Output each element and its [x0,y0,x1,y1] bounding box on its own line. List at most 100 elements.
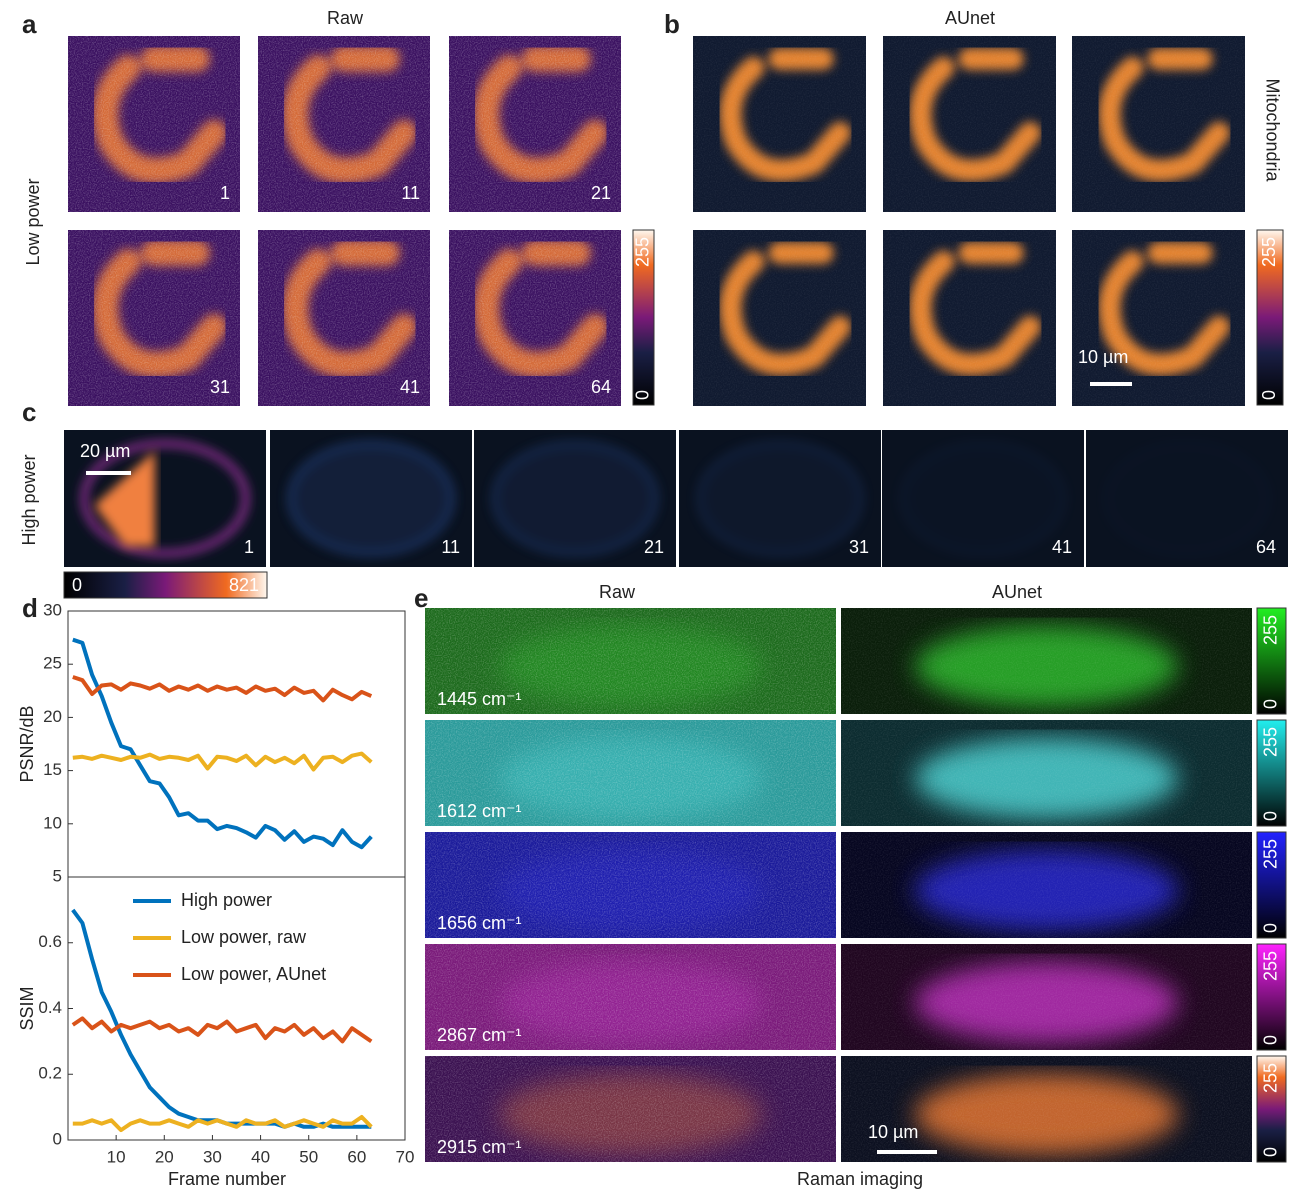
image-content [841,720,1252,826]
y-label: SSIM [17,986,37,1030]
y-tick-label: 20 [43,707,62,726]
image-content [693,230,866,406]
cell [494,444,656,554]
image [1072,36,1245,212]
colorbar-label: 255 [1260,1063,1280,1093]
image-noise [841,832,1252,938]
image [693,230,866,406]
image-noise [883,36,1056,212]
scale-bar-label: 20 µm [80,441,130,461]
colorbar-label: 0 [1260,811,1280,821]
x-tick-label: 70 [396,1147,415,1166]
cell [290,444,452,554]
image-noise [841,944,1252,1050]
image-content [841,944,1252,1050]
column-title: AUnet [992,582,1042,602]
image-noise [1072,36,1245,212]
image-noise [841,608,1252,714]
x-tick-label: 30 [203,1147,222,1166]
image [883,230,1056,406]
raman-band: 1445 cm⁻¹ [437,689,522,709]
image-content [883,36,1056,212]
frame-number: 41 [1052,537,1072,557]
image-content [693,36,866,212]
image [841,944,1252,1050]
frame-number: 41 [400,377,420,397]
y-tick-label: 30 [43,600,62,619]
row-label: Low power [23,178,43,265]
colorbar-label: 255 [1260,727,1280,757]
image-noise [841,720,1252,826]
column-title: Raw [327,8,364,28]
image-noise [693,36,866,212]
image-noise [68,36,240,212]
y-tick-label: 0.2 [38,1064,62,1083]
colorbar-label: 0 [72,575,82,595]
scale-bar-label: 10 µm [868,1122,918,1142]
line-series [73,1117,372,1130]
x-tick-label: 10 [107,1147,126,1166]
panel-label: d [22,593,38,623]
x-tick-label: 60 [347,1147,366,1166]
image [883,36,1056,212]
raman-band: 1656 cm⁻¹ [437,913,522,933]
x-tick-label: 40 [251,1147,270,1166]
image [1072,230,1245,406]
cell [902,444,1064,554]
frame-number: 31 [210,377,230,397]
x-label: Raman imaging [797,1169,923,1189]
raman-band: 2915 cm⁻¹ [437,1137,522,1157]
colorbar-label: 0 [1260,1035,1280,1045]
y-label: PSNR/dB [17,705,37,782]
plot-frame [68,877,405,1140]
y-tick-label: 15 [43,760,62,779]
image [841,832,1252,938]
raman-band: 1612 cm⁻¹ [437,801,522,821]
colorbar-label: 255 [632,237,652,267]
figure: a b c d e Raw AUnet Low power Mitochondr… [0,0,1293,1191]
line-series [73,754,372,770]
cell [1106,444,1268,554]
frame-number: 64 [1256,537,1276,557]
y-tick-label: 0.4 [38,998,62,1017]
cell [699,444,861,554]
panel-label: b [664,9,680,39]
colorbar-label: 255 [1260,615,1280,645]
colorbar-label: 0 [1260,1147,1280,1157]
frame-number: 11 [401,183,420,203]
legend-label: Low power, AUnet [181,964,326,984]
image [841,720,1252,826]
legend-label: Low power, raw [181,927,307,947]
image-content [841,1056,1252,1162]
line-series [73,677,372,700]
image-content [841,832,1252,938]
colorbar-label: 0 [632,390,652,400]
column-title: AUnet [945,8,995,28]
image-noise [841,1056,1252,1162]
image-content [1072,36,1245,212]
image-content [68,36,240,212]
line-series [73,640,372,848]
colorbar-label: 821 [229,575,259,595]
y-tick-label: 25 [43,654,62,673]
image-noise [883,230,1056,406]
frame-number: 21 [591,183,611,203]
frame-number: 1 [220,183,230,203]
image-noise [1072,230,1245,406]
image [693,36,866,212]
scale-bar-label: 10 µm [1078,347,1128,367]
image-content [841,608,1252,714]
y-tick-label: 0.6 [38,932,62,951]
x-tick-label: 20 [155,1147,174,1166]
colorbar-label: 0 [1259,390,1279,400]
colorbar-label: 0 [1260,923,1280,933]
panel-label: a [22,9,37,39]
image-content [1072,230,1245,406]
frame-number: 21 [644,537,664,557]
image-content [883,230,1056,406]
frame-number: 31 [849,537,869,557]
y-tick-label: 5 [53,866,62,885]
frame-number: 64 [591,377,611,397]
image-noise [693,230,866,406]
colorbar-label: 255 [1260,951,1280,981]
